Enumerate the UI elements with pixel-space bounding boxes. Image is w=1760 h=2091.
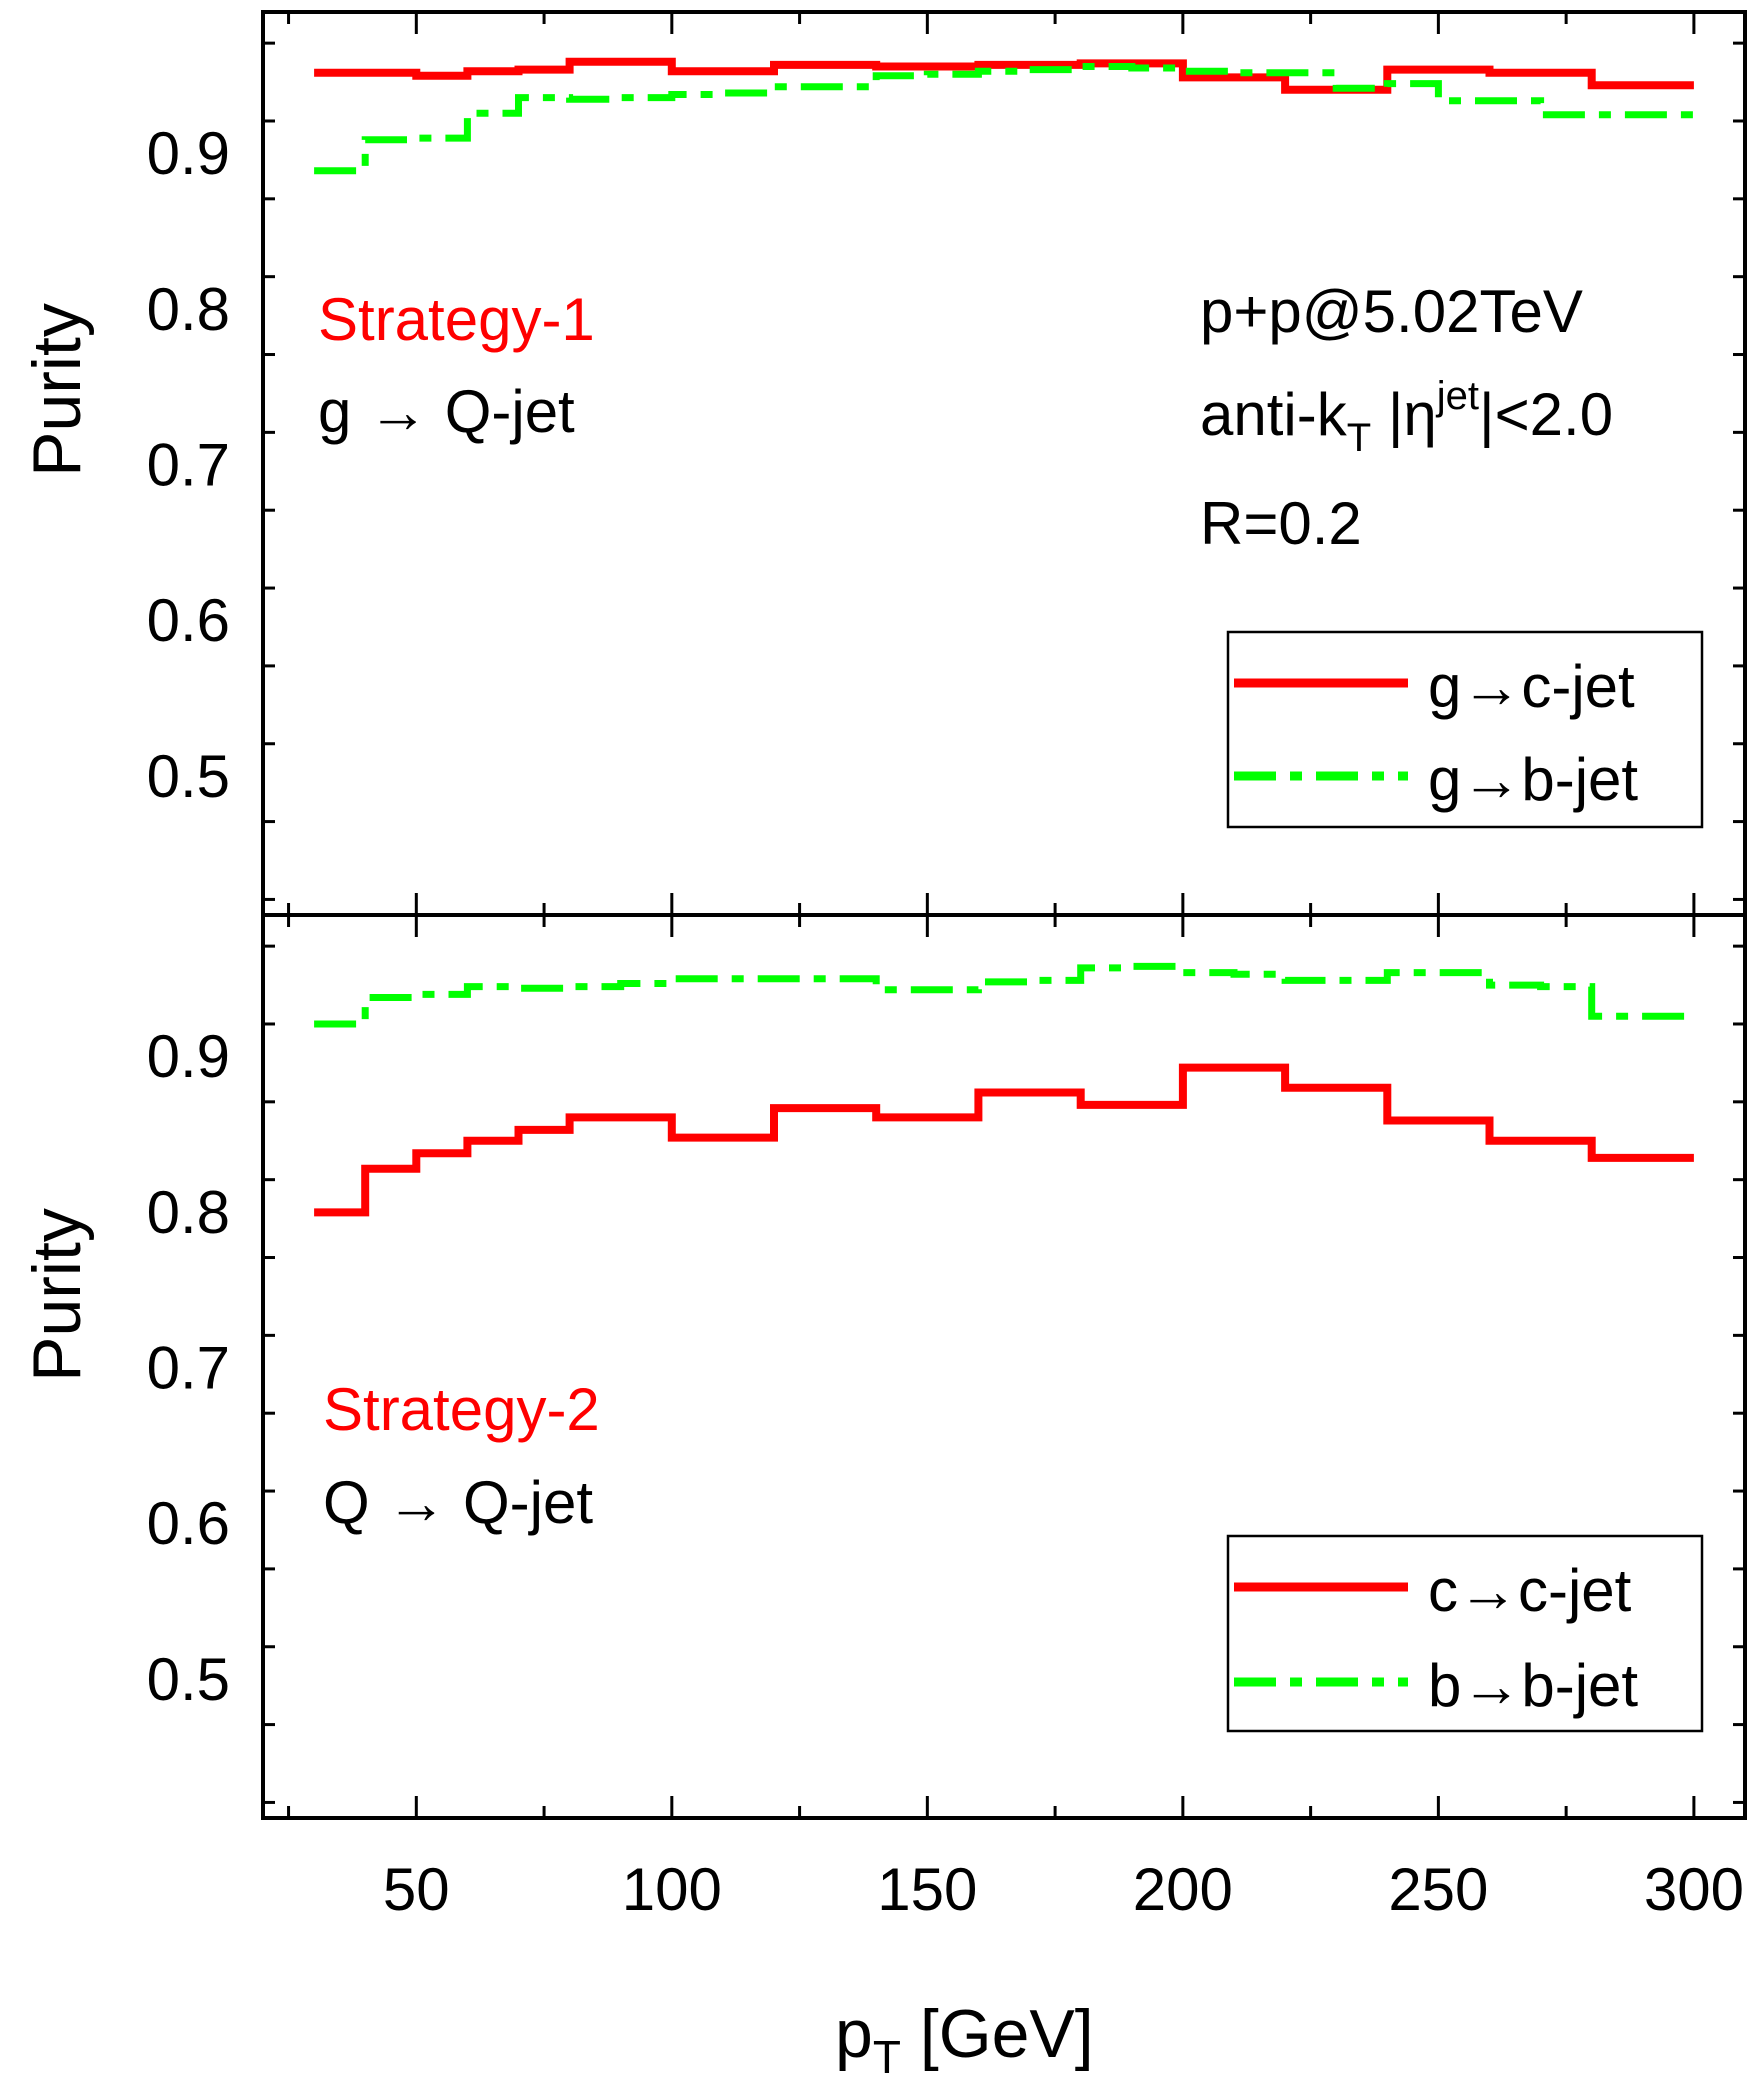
y-tick-label: 0.5 xyxy=(147,1646,230,1713)
y-tick-label: 0.7 xyxy=(147,1335,230,1402)
x-tick-label: 250 xyxy=(1388,1856,1488,1923)
collision-label: p+p@5.02TeV xyxy=(1200,278,1583,345)
x-tick-label: 50 xyxy=(383,1856,450,1923)
bottom-y-axis-label: Purity xyxy=(19,1208,95,1382)
top-process-label: g → Q-jet xyxy=(318,378,575,445)
legend-label-c-c-jet: c→c-jet xyxy=(1428,1557,1632,1624)
x-axis-label: pT [GeV] xyxy=(835,1996,1094,2083)
y-tick-label: 0.7 xyxy=(147,432,230,499)
x-axis-label-main: p xyxy=(835,1996,873,2072)
x-axis-label-unit: [GeV] xyxy=(901,1996,1094,2072)
legend-label-g-b-jet: g→b-jet xyxy=(1428,746,1638,813)
bottom-panel-series xyxy=(314,966,1694,1212)
top-panel-series xyxy=(314,62,1694,171)
y-tick-label: 0.6 xyxy=(147,1490,230,1557)
bottom-legend: c→c-jet b→b-jet xyxy=(1228,1536,1702,1731)
y-tick-label: 0.8 xyxy=(147,276,230,343)
y-tick-label: 0.9 xyxy=(147,120,230,187)
bottom-process-label: Q → Q-jet xyxy=(323,1469,593,1536)
x-axis-label-subscript: T xyxy=(873,2031,901,2083)
jet-algorithm-label: anti-kT |ηjet|<2.0 xyxy=(1200,374,1613,460)
strategy-2-label: Strategy-2 xyxy=(323,1376,600,1443)
top-series-b-line xyxy=(314,67,1694,171)
strategy-1-label: Strategy-1 xyxy=(318,286,595,353)
x-tick-label: 100 xyxy=(622,1856,722,1923)
y-tick-label: 0.8 xyxy=(147,1179,230,1246)
y-tick-label: 0.5 xyxy=(147,743,230,810)
x-tick-label: 150 xyxy=(877,1856,977,1923)
top-legend: g→c-jet g→b-jet xyxy=(1228,632,1702,827)
top-series-c-line xyxy=(314,62,1694,90)
legend-label-g-c-jet: g→c-jet xyxy=(1428,653,1635,720)
bottom-series-c-line xyxy=(314,1068,1694,1213)
x-tick-label: 300 xyxy=(1644,1856,1744,1923)
jet-radius-label: R=0.2 xyxy=(1200,490,1362,557)
legend-label-b-b-jet: b→b-jet xyxy=(1428,1652,1638,1719)
y-tick-label: 0.6 xyxy=(147,587,230,654)
purity-figure: 0.5 0.6 0.7 0.8 0.9 0.5 0.6 0.7 0.8 0.9 50 100 150 20… xyxy=(0,0,1760,2091)
bottom-series-b-line xyxy=(314,966,1694,1024)
x-tick-label: 200 xyxy=(1133,1856,1233,1923)
y-tick-label: 0.9 xyxy=(147,1023,230,1090)
top-y-axis-label: Purity xyxy=(19,303,95,477)
